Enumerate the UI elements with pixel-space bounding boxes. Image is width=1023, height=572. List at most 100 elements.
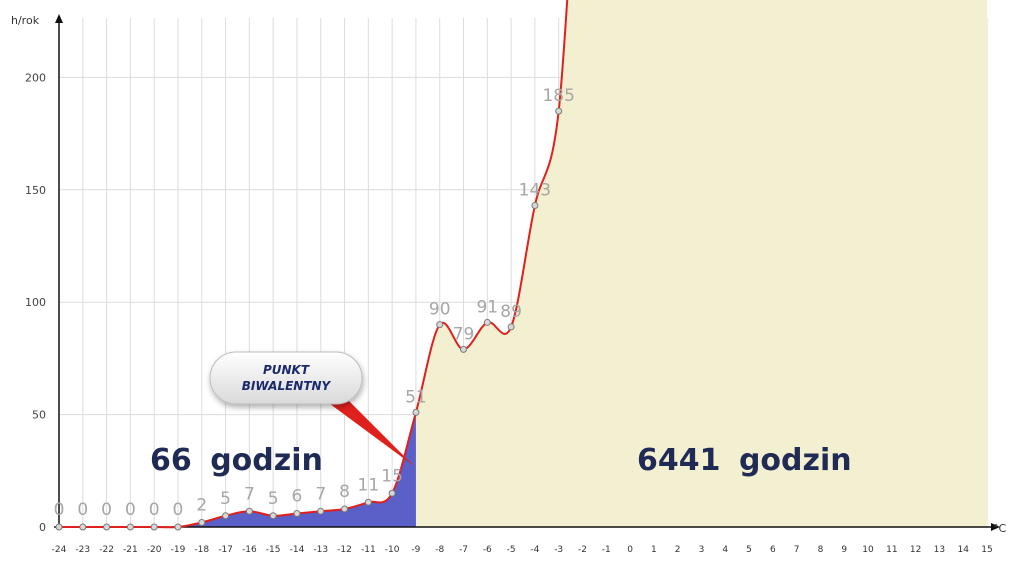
x-tick-label: -2 xyxy=(578,545,587,555)
data-point xyxy=(222,512,230,520)
x-axis-label: °C xyxy=(993,522,1007,535)
data-labels: 0000002575678111551907991891431853303613… xyxy=(54,86,575,520)
x-tick-label: 3 xyxy=(699,545,705,555)
data-point xyxy=(103,523,111,531)
x-tick-label: 6 xyxy=(770,545,776,555)
x-tick-label: -23 xyxy=(75,545,90,555)
data-point xyxy=(460,345,468,353)
x-tick-label: -17 xyxy=(218,545,233,555)
x-tick-label: -1 xyxy=(602,545,611,555)
data-label: 51 xyxy=(405,387,427,407)
axes xyxy=(54,14,1000,531)
data-point xyxy=(150,523,158,531)
right-total-number: 6441 xyxy=(637,443,721,478)
data-label: 0 xyxy=(173,500,184,520)
left-total-word: godzin xyxy=(210,443,323,478)
data-point xyxy=(436,321,444,329)
x-tick-label: 7 xyxy=(794,545,800,555)
data-point xyxy=(317,507,325,515)
data-label: 7 xyxy=(244,484,255,504)
x-tick-label: 13 xyxy=(934,545,945,555)
x-tick-label: -14 xyxy=(290,545,305,555)
data-point xyxy=(198,519,206,527)
bivalent-point-callout: PUNKT BIWALENTNY xyxy=(209,351,414,466)
x-tick-label: -18 xyxy=(194,545,209,555)
series-line xyxy=(59,0,569,529)
x-tick-label: 14 xyxy=(957,545,969,555)
y-tick-label: 0 xyxy=(39,521,46,534)
x-tick-label: -19 xyxy=(171,545,186,555)
data-point xyxy=(79,523,87,531)
x-tick-label: 5 xyxy=(746,545,752,555)
x-tick-label: 0 xyxy=(627,545,633,555)
y-tick-label: 200 xyxy=(25,71,46,84)
data-label: 2 xyxy=(196,496,207,516)
data-label: 5 xyxy=(220,489,231,509)
x-tick-label: -21 xyxy=(123,545,138,555)
y-axis-arrow xyxy=(55,14,63,23)
x-tick-label: 4 xyxy=(722,545,728,555)
y-tick-label: 100 xyxy=(25,296,46,309)
x-tick-label: -3 xyxy=(554,545,563,555)
data-label: 0 xyxy=(54,500,65,520)
data-point xyxy=(483,318,491,326)
data-label: 0 xyxy=(149,500,160,520)
data-point xyxy=(269,512,277,520)
x-tick-label: -10 xyxy=(385,545,400,555)
x-tick-label: -15 xyxy=(266,545,281,555)
data-label: 8 xyxy=(339,482,350,502)
x-tick-label: -22 xyxy=(99,545,114,555)
data-point xyxy=(364,498,372,506)
y-tick-label: 150 xyxy=(25,184,46,197)
data-label: 90 xyxy=(429,300,451,320)
x-tick-label: 1 xyxy=(651,545,657,555)
x-tick-label: -11 xyxy=(361,545,376,555)
data-label: 15 xyxy=(381,466,403,486)
data-label: 89 xyxy=(500,302,522,322)
left-total-number: 66 xyxy=(150,443,192,478)
data-points xyxy=(55,107,563,531)
x-tick-label: -13 xyxy=(313,545,328,555)
data-point xyxy=(412,408,420,416)
data-point xyxy=(507,323,515,331)
callout-bubble xyxy=(209,351,363,405)
x-tick-label: 12 xyxy=(910,545,921,555)
x-tick-label: -20 xyxy=(147,545,162,555)
data-label: 5 xyxy=(268,489,279,509)
x-tick-label: -12 xyxy=(337,545,352,555)
data-point xyxy=(55,523,63,531)
y-tick-label: 50 xyxy=(32,409,46,422)
area-left-region xyxy=(59,412,416,528)
left-total: 66 godzin xyxy=(150,443,323,478)
x-tick-label: -6 xyxy=(483,545,492,555)
x-tick-label: -16 xyxy=(242,545,257,555)
right-total: 6441 godzin xyxy=(637,443,852,478)
x-tick-label: -24 xyxy=(52,545,67,555)
x-tick-label: 9 xyxy=(841,545,847,555)
data-label: 0 xyxy=(125,500,136,520)
data-point xyxy=(245,507,253,515)
right-total-word: godzin xyxy=(739,443,852,478)
callout-line-1: PUNKT xyxy=(263,363,310,377)
data-point xyxy=(341,505,349,513)
data-point xyxy=(174,523,182,531)
x-tick-label: 11 xyxy=(886,545,897,555)
x-axis-arrow xyxy=(991,523,1000,531)
x-tick-labels: -24 -23 -22 -21 -20 -19 -18 -17 -16 -15 -14 -13 -12-… xyxy=(52,545,993,555)
x-tick-label: 2 xyxy=(675,545,681,555)
area-right-region xyxy=(415,0,987,527)
data-point xyxy=(126,523,134,531)
callout-pointer xyxy=(322,398,414,466)
x-tick-label: -9 xyxy=(411,545,420,555)
x-tick-label: -7 xyxy=(459,545,468,555)
data-point xyxy=(293,510,301,518)
data-label: 185 xyxy=(542,86,574,106)
data-label: 0 xyxy=(101,500,112,520)
data-label: 6 xyxy=(292,487,303,507)
x-tick-label: 15 xyxy=(981,545,992,555)
y-axis-label: h/rok xyxy=(11,14,40,27)
callout-line-2: BIWALENTNY xyxy=(242,379,332,393)
x-tick-label: -5 xyxy=(507,545,516,555)
x-tick-label: 8 xyxy=(818,545,824,555)
